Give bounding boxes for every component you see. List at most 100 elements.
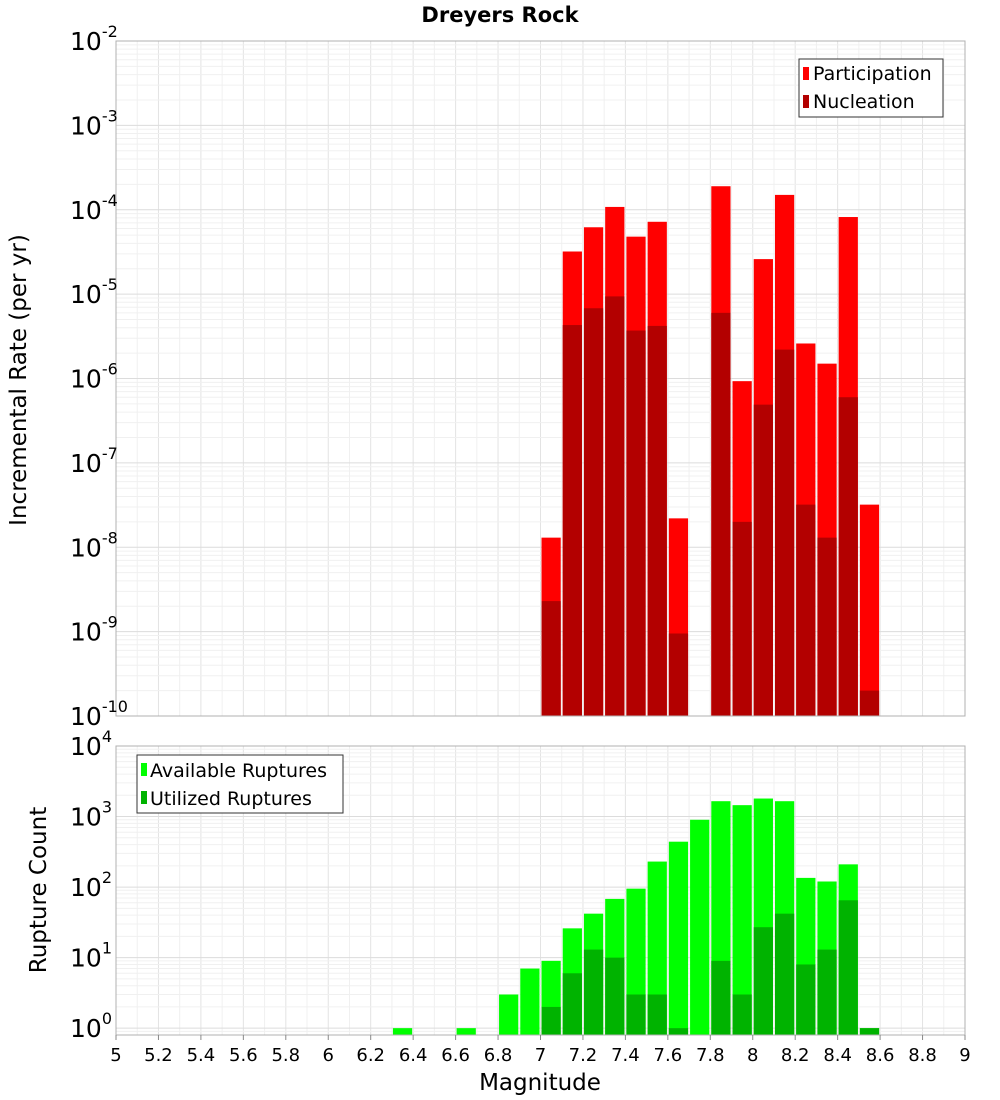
y-tick-label: 10-5: [70, 275, 118, 309]
y-tick-exponent: -2: [102, 22, 118, 41]
y-tick-exponent: 4: [102, 727, 112, 746]
bottom-bars: [392, 798, 880, 1035]
y-tick-label: 10-6: [70, 360, 118, 394]
chart-title: Dreyers Rock: [421, 3, 579, 27]
utilized-ruptures-bar: [838, 900, 858, 1035]
utilized-ruptures-bar: [605, 957, 625, 1035]
available-ruptures-bar: [732, 805, 752, 1035]
available-ruptures-bar: [499, 994, 519, 1035]
top-y-axis-label: Incremental Rate (per yr): [6, 234, 32, 526]
x-tick-label: 7.4: [611, 1045, 640, 1066]
legend-swatch-available: [141, 763, 147, 776]
y-tick-exponent: -6: [102, 360, 118, 379]
nucleation-bar: [838, 397, 858, 716]
x-tick-label: 7.8: [696, 1045, 725, 1066]
x-tick-label: 8.8: [908, 1045, 937, 1066]
utilized-ruptures-bar: [859, 1028, 880, 1035]
utilized-ruptures-bar: [626, 994, 646, 1035]
nucleation-bar: [626, 330, 646, 716]
legend-swatch-nucleation: [803, 95, 809, 108]
utilized-ruptures-bar: [562, 973, 582, 1035]
x-tick-labels: 5 5.2 5.4 5.6 5.8 6 6.2 6.4 6.6 6.8 7 7.2 7.4 7.6 7.8 8…: [110, 1035, 971, 1066]
y-tick-exponent: 0: [102, 1009, 112, 1028]
x-tick-label: 8: [747, 1045, 758, 1066]
bottom-y-axis-label: Rupture Count: [26, 807, 52, 973]
y-tick-label: 10-7: [70, 444, 118, 478]
utilized-ruptures-bar: [668, 1028, 689, 1035]
x-tick-label: 7: [535, 1045, 546, 1066]
y-tick-label: 10-9: [70, 613, 118, 647]
y-tick-label: 101: [70, 939, 112, 973]
x-tick-label: 7.2: [569, 1045, 598, 1066]
available-ruptures-bar: [456, 1028, 476, 1035]
legend-swatch-participation: [803, 67, 809, 80]
x-tick-label: 9: [959, 1045, 970, 1066]
nucleation-bar: [562, 325, 582, 716]
nucleation-bar: [732, 521, 752, 716]
x-tick-label: 6.2: [356, 1045, 385, 1066]
x-tick-label: 5.8: [271, 1045, 300, 1066]
y-tick-exponent: -3: [102, 106, 118, 125]
legend-swatch-utilized: [141, 791, 147, 804]
utilized-ruptures-bar: [541, 1006, 561, 1035]
y-tick-label: 10-3: [70, 106, 118, 140]
nucleation-bar: [647, 325, 667, 716]
top-panel: 10-2 10-3 10-4 10-5 10-6 10-7 10-8 10-9 10-10 In…: [6, 22, 966, 731]
y-tick-exponent: 1: [102, 939, 112, 958]
top-legend: Participation Nucleation: [798, 58, 944, 118]
utilized-ruptures-bar: [583, 949, 604, 1035]
top-legend-box: [798, 58, 944, 118]
bottom-gridlines: [115, 745, 966, 1036]
utilized-ruptures-bar: [774, 913, 795, 1035]
utilized-ruptures-bar: [753, 927, 773, 1035]
y-tick-exponent: -10: [102, 697, 128, 716]
available-ruptures-bar: [690, 819, 710, 1035]
nucleation-bar: [711, 312, 731, 716]
y-tick-label: 102: [70, 868, 112, 902]
x-tick-label: 5.4: [187, 1045, 216, 1066]
y-tick-label: 100: [70, 1009, 112, 1043]
utilized-ruptures-bar: [732, 994, 752, 1035]
y-tick-exponent: -9: [102, 613, 118, 632]
x-tick-label: 6.6: [441, 1045, 470, 1066]
nucleation-bar: [753, 404, 773, 716]
nucleation-bar: [668, 633, 689, 716]
nucleation-bar: [859, 690, 880, 716]
x-tick-label: 6.8: [484, 1045, 513, 1066]
utilized-ruptures-bar: [647, 994, 667, 1035]
x-tick-label: 6: [323, 1045, 334, 1066]
x-tick-label: 8.4: [823, 1045, 852, 1066]
available-ruptures-bar: [647, 861, 667, 1035]
x-tick-label: 5: [110, 1045, 121, 1066]
available-ruptures-bar: [668, 841, 689, 1035]
bottom-legend-box: [136, 754, 344, 814]
y-tick-exponent: -5: [102, 275, 118, 294]
x-tick-label: 8.2: [781, 1045, 810, 1066]
top-bars: [541, 186, 880, 716]
y-tick-exponent: -7: [102, 444, 118, 463]
top-gridlines: [115, 40, 966, 717]
nucleation-bar: [774, 349, 795, 716]
y-tick-label: 10-4: [70, 191, 118, 225]
nucleation-bar: [817, 537, 837, 716]
utilized-ruptures-bar: [711, 960, 731, 1035]
x-tick-label: 6.4: [399, 1045, 428, 1066]
y-tick-label: 10-8: [70, 528, 118, 562]
utilized-ruptures-bar: [796, 964, 816, 1035]
legend-label-available: Available Ruptures: [150, 760, 327, 782]
x-tick-label: 5.6: [229, 1045, 258, 1066]
y-tick-label: 103: [70, 798, 112, 832]
participation-bar: [859, 504, 880, 716]
y-tick-exponent: 2: [102, 868, 112, 887]
nucleation-bar: [605, 296, 625, 716]
top-y-tick-labels: 10-2 10-3 10-4 10-5 10-6 10-7 10-8 10-9 10-10: [70, 22, 128, 731]
y-tick-label: 104: [70, 727, 112, 761]
top-plot-frame: [115, 40, 966, 717]
y-tick-label: 10-2: [70, 22, 118, 56]
x-tick-label: 7.6: [654, 1045, 683, 1066]
nucleation-bar: [796, 504, 816, 716]
legend-label-utilized: Utilized Ruptures: [150, 788, 312, 810]
